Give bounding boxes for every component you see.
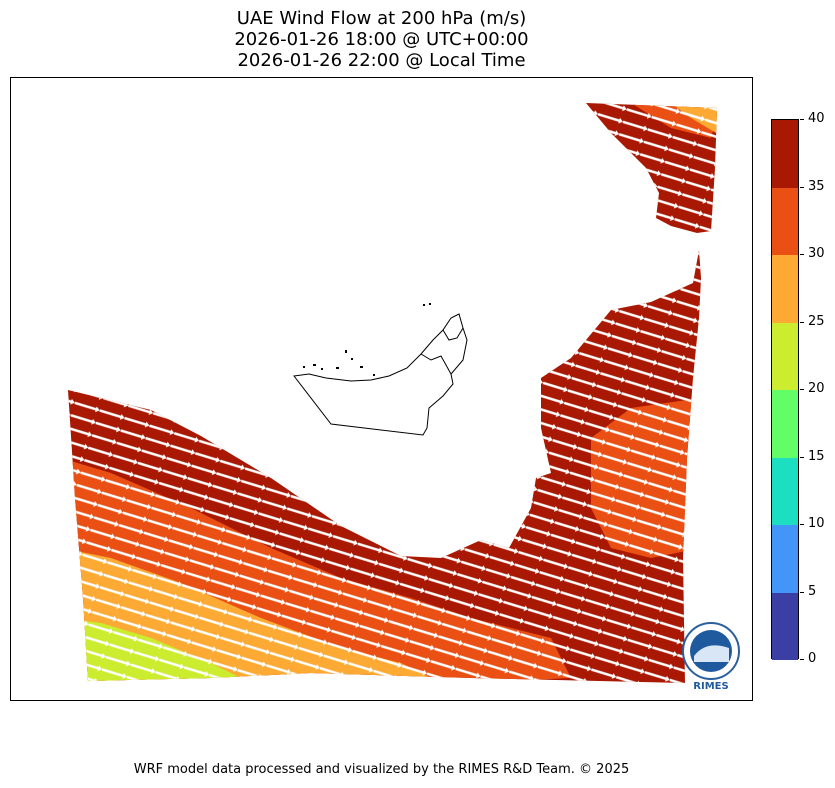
colorbar-tick-label: 15 [808, 449, 825, 464]
colorbar-tick [800, 659, 804, 660]
colorbar-tick-label: 40 [808, 111, 825, 126]
wind-speed-field [68, 103, 717, 683]
colorbar [771, 119, 799, 660]
colorbar-band-30-35 [772, 187, 798, 255]
colorbar-tick-label: 25 [808, 314, 825, 329]
colorbar-tick [800, 254, 804, 255]
colorbar-tick [800, 524, 804, 525]
title-line-2: 2026-01-26 18:00 @ UTC+00:00 [234, 29, 529, 50]
colorbar-tick [800, 389, 804, 390]
title-line-1: UAE Wind Flow at 200 hPa (m/s) [236, 8, 527, 29]
colorbar-tick-label: 20 [808, 381, 825, 396]
uae-islands [303, 303, 431, 376]
colorbar-tick [800, 592, 804, 593]
rimes-logo: RIMES [682, 622, 740, 692]
colorbar-band-25-30 [772, 255, 798, 323]
wind-vectors [68, 103, 717, 683]
uae-boundary [293, 313, 468, 436]
colorbar-band-10-15 [772, 457, 798, 525]
title-line-3: 2026-01-26 22:00 @ Local Time [237, 50, 526, 71]
colorbar-tick [800, 187, 804, 188]
colorbar-tick [800, 322, 804, 323]
colorbar-tick-label: 30 [808, 246, 825, 261]
colorbar-band-15-20 [772, 390, 798, 458]
colorbar-tick [800, 119, 804, 120]
colorbar-band-5-10 [772, 525, 798, 593]
map-title: UAE Wind Flow at 200 hPa (m/s) 2026-01-2… [0, 8, 763, 71]
rimes-logo-text: RIMES [693, 681, 728, 692]
footer-credit: WRF model data processed and visualized … [133, 762, 630, 777]
colorbar-band-0-5 [772, 592, 798, 660]
colorbar-band-20-25 [772, 322, 798, 390]
colorbar-tick-label: 10 [808, 516, 825, 531]
colorbar-band-35-40 [772, 120, 798, 188]
colorbar-tick-label: 0 [808, 651, 817, 666]
colorbar-tick-label: 35 [808, 179, 825, 194]
colorbar-tick-label: 5 [808, 584, 817, 599]
colorbar-tick [800, 457, 804, 458]
map-panel: RIMES [10, 77, 753, 701]
wind-map: RIMES [68, 103, 740, 692]
